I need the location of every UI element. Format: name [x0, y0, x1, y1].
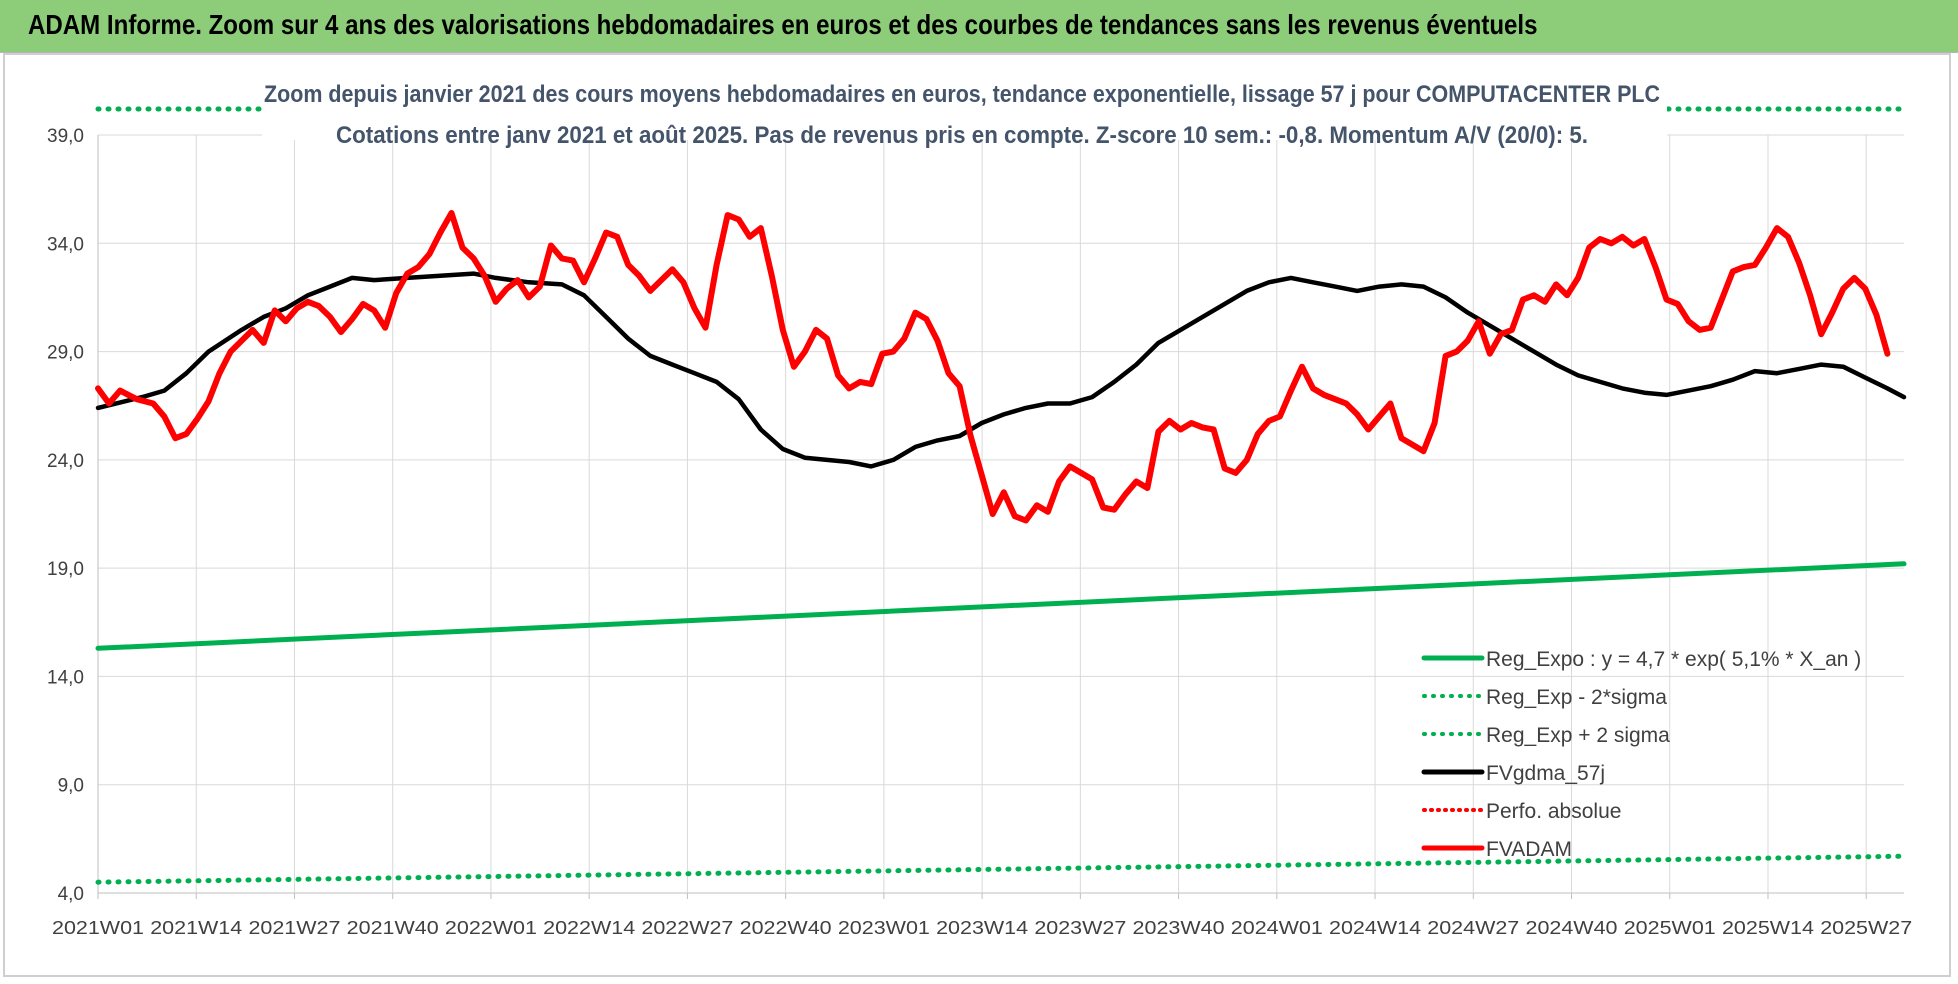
legend: Reg_Expo : y = 4,7 * exp( 5,1% * X_an ) R… — [1421, 648, 1861, 861]
x-tick-label: 2024W40 — [1526, 918, 1618, 938]
series-line-3 — [95, 271, 1907, 469]
chart-subtitle: Cotations entre janv 2021 et août 2025. … — [336, 122, 1588, 149]
chart-frame — [3, 53, 1951, 977]
series-line-4 — [95, 210, 1891, 524]
y-tick-label: 39,0 — [47, 126, 84, 147]
x-tick-label: 2024W14 — [1329, 918, 1421, 938]
x-tick-label: 2021W01 — [52, 918, 144, 938]
y-tick-label: 4,0 — [58, 884, 84, 905]
title-backdrop — [262, 70, 1667, 140]
x-tick-label: 2022W14 — [543, 918, 635, 938]
legend-label: FVgdma_57j — [1486, 762, 1605, 785]
y-tick-label: 19,0 — [47, 559, 84, 580]
series-line-1 — [95, 853, 1907, 885]
y-axis: 4,0 9,0 14,0 19,0 24,0 29,0 34,0 39,0 — [47, 126, 84, 905]
x-tick-label: 2025W01 — [1624, 918, 1716, 938]
y-tick-label: 29,0 — [47, 343, 84, 364]
x-tick-label: 2021W27 — [248, 918, 340, 938]
y-tick-label: 34,0 — [47, 234, 84, 255]
y-tick-label: 24,0 — [47, 451, 84, 472]
legend-label: Perfo. absolue — [1486, 800, 1621, 823]
x-tick-label: 2022W40 — [740, 918, 832, 938]
legend-label: Reg_Expo : y = 4,7 * exp( 5,1% * X_an ) — [1486, 648, 1861, 671]
grid — [97, 134, 1904, 899]
page-title: ADAM Informe. Zoom sur 4 ans des valoris… — [28, 9, 1538, 40]
x-tick-label: 2021W40 — [347, 918, 439, 938]
x-tick-label: 2025W27 — [1820, 918, 1912, 938]
x-tick-label: 2023W01 — [838, 918, 930, 938]
y-tick-label: 14,0 — [47, 667, 84, 688]
x-tick-label: 2024W27 — [1427, 918, 1519, 938]
series-line-0 — [95, 561, 1907, 651]
x-tick-label: 2021W14 — [150, 918, 242, 938]
x-tick-label: 2023W40 — [1133, 918, 1225, 938]
x-axis: 2021W01 2021W14 2021W27 2021W40 2022W01 2022W… — [52, 918, 1912, 938]
x-tick-label: 2024W01 — [1231, 918, 1323, 938]
y-tick-label: 9,0 — [58, 776, 84, 797]
series-layer — [95, 106, 1907, 885]
legend-label: Reg_Exp - 2*sigma — [1486, 686, 1667, 709]
chart-title: Zoom depuis janvier 2021 des cours moyen… — [264, 81, 1660, 108]
x-tick-label: 2023W27 — [1034, 918, 1126, 938]
x-tick-label: 2022W27 — [641, 918, 733, 938]
page-title-bar: ADAM Informe. Zoom sur 4 ans des valoris… — [0, 0, 1958, 53]
legend-label: Reg_Exp + 2 sigma — [1486, 724, 1670, 747]
x-tick-label: 2022W01 — [445, 918, 537, 938]
x-tick-label: 2025W14 — [1722, 918, 1814, 938]
legend-label: FVADAM — [1486, 838, 1572, 861]
x-tick-label: 2023W14 — [936, 918, 1028, 938]
